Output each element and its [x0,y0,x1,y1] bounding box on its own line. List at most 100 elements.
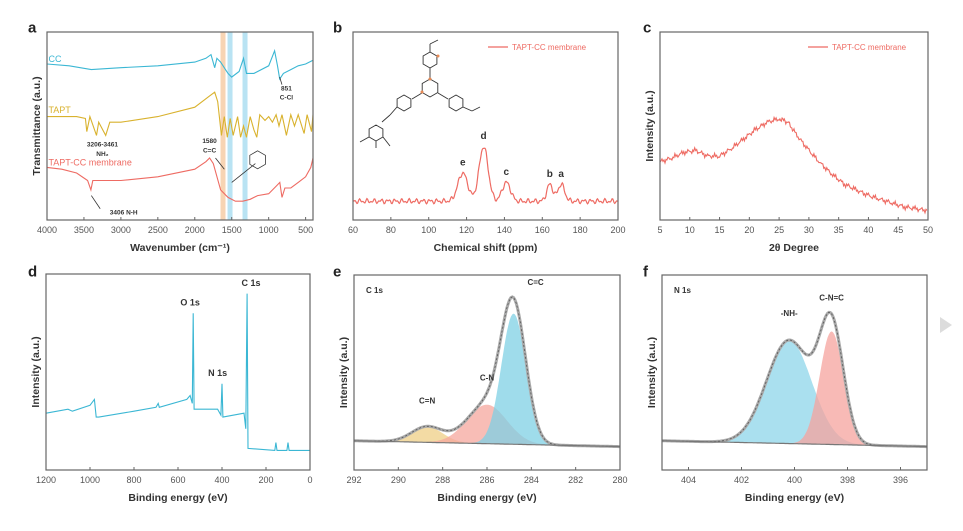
annotation-label: 3406 N-H [110,209,138,216]
x-axis-label: Wavenumber (cm⁻¹) [130,242,230,254]
series-label: TAPT-CC membrane [48,157,131,167]
x-tick-label: 2000 [185,225,205,235]
series-line [352,147,619,205]
panel-f: f N 1s -NH- C-N=C 404 402 400 398 396 Binding ene… [643,263,928,504]
panel-letter: e [333,263,341,280]
x-tick-label: 5 [657,225,662,235]
x-tick-label: 200 [258,475,273,485]
plot-frame [659,31,929,221]
x-tick-label: 1200 [36,475,56,485]
x-tick-label: 4000 [37,225,57,235]
x-tick-label: 100 [421,225,436,235]
x-tick-label: 140 [497,225,512,235]
panel-d: d 1200 1000 800 600 400 200 0 Binding energy (eV… [28,263,313,504]
annotation-label: 851 [281,85,292,92]
x-tick-label: 2500 [148,225,168,235]
plot-frame [46,31,314,221]
x-tick-label: 280 [612,475,627,485]
legend-label: TAPT-CC membrane [512,43,587,52]
y-axis-label: Intensity (a.u.) [646,337,658,408]
annotation-arrow [91,195,101,209]
annotation-label: NH₂ [96,151,108,158]
x-tick-label: 45 [893,225,903,235]
series-label: CC [48,54,61,64]
annotation-label: C-Cl [280,95,294,102]
x-tick-label: 402 [734,475,749,485]
peak-label: a [558,169,564,180]
region-label: C 1s [366,286,383,295]
annotation-label: 1580 [202,138,217,145]
series-line [46,157,314,202]
panel-letter: b [333,19,342,36]
component-peak [662,340,927,447]
x-axis-label: Chemical shift (ppm) [434,242,538,254]
x-tick-label: 25 [774,225,784,235]
x-tick-label: 180 [573,225,588,235]
x-tick-label: 288 [435,475,450,485]
tapt-molecule-structure [359,39,481,148]
x-tick-label: 500 [298,225,313,235]
peak-label: e [460,157,466,168]
x-tick-label: 3000 [111,225,131,235]
x-tick-label: 1000 [80,475,100,485]
peak-label: C 1s [242,278,261,288]
x-tick-label: 282 [568,475,583,485]
baseline-line [662,440,927,448]
x-tick-label: 292 [346,475,361,485]
peak-label: -NH- [781,309,798,318]
y-axis-label: Intensity (a.u.) [30,336,42,407]
x-tick-label: 284 [524,475,539,485]
series-line [46,48,314,81]
x-tick-label: 3500 [74,225,94,235]
x-tick-label: 600 [170,475,185,485]
peak-label: N 1s [208,368,227,378]
y-axis-label: Intensity (a.u.) [338,337,350,408]
panel-c: c TAPT-CC membrane 5 10 15 20 25 30 35 40 45 50 2θ D… [643,19,933,254]
highlight-band [227,32,233,220]
x-tick-label: 160 [535,225,550,235]
annotation-arrow [215,157,225,170]
triazine-structure-icon [249,150,266,170]
peak-label: C=C [527,278,543,287]
region-label: N 1s [674,286,691,295]
x-tick-label: 286 [479,475,494,485]
highlight-band [242,32,248,220]
x-tick-label: 290 [391,475,406,485]
annotation-arrow [279,77,283,85]
peak-label: d [481,131,487,142]
x-tick-label: 40 [863,225,873,235]
panel-letter: a [28,19,37,36]
x-axis-label: Binding energy (eV) [437,492,536,504]
plot-frame [352,31,619,221]
annotation-arrow [231,163,256,183]
x-tick-label: 1500 [222,225,242,235]
x-tick-label: 1000 [259,225,279,235]
x-tick-label: 50 [923,225,933,235]
peak-label: O 1s [180,297,200,307]
peak-label: C-N=C [819,293,844,302]
x-tick-label: 800 [126,475,141,485]
x-tick-label: 400 [787,475,802,485]
baseline-line [354,440,620,448]
series-line [47,91,314,138]
x-tick-label: 30 [804,225,814,235]
component-peak [354,404,620,447]
plot-frame [45,273,311,471]
panel-letter: d [28,263,37,280]
series-line [659,115,928,215]
x-tick-label: 20 [744,225,754,235]
x-tick-label: 400 [214,475,229,485]
x-tick-label: 200 [610,225,625,235]
x-tick-label: 120 [459,225,474,235]
right-triangle-icon[interactable] [940,317,952,333]
peak-label: C=N [419,397,435,406]
x-tick-label: 80 [386,225,396,235]
x-tick-label: 404 [681,475,696,485]
x-axis-label: Binding energy (eV) [128,492,227,504]
y-axis-label: Transmittance (a.u.) [31,76,43,175]
x-tick-label: 396 [893,475,908,485]
x-tick-label: 0 [307,475,312,485]
legend-label: TAPT-CC membrane [832,43,907,52]
